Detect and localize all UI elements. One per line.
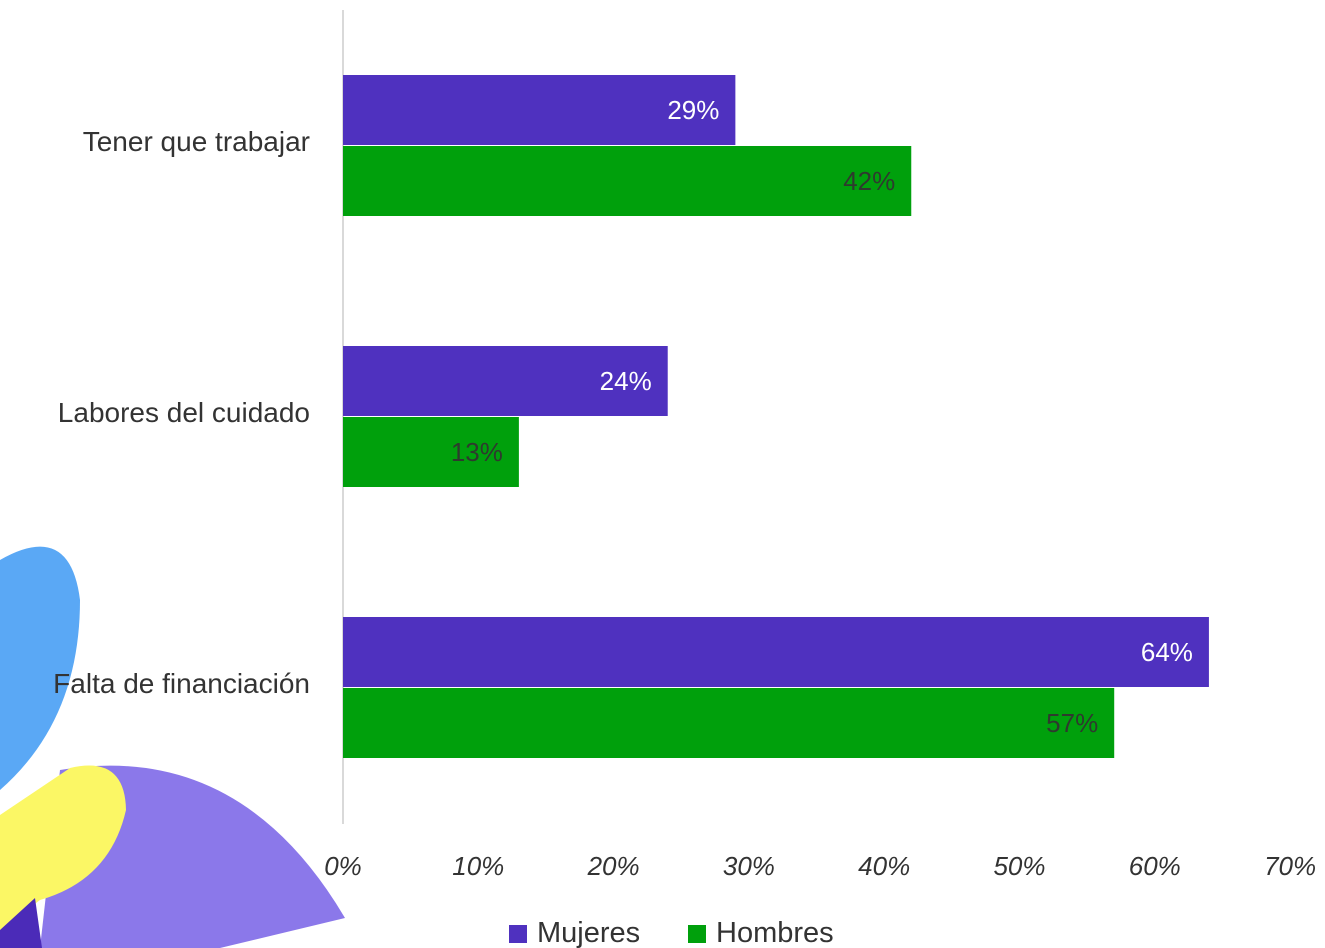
decor-blue-leaf (0, 546, 80, 790)
bar-hombres (343, 417, 519, 487)
x-tick-label: 50% (993, 851, 1045, 881)
x-tick-label: 40% (858, 851, 910, 881)
data-label: 64% (1141, 637, 1193, 667)
decorative-shapes (0, 546, 345, 948)
x-tick-label: 20% (587, 851, 640, 881)
decor-dark-triangle (0, 898, 42, 948)
legend-swatch-mujeres (509, 925, 527, 943)
category-label: Tener que trabajar (83, 126, 310, 157)
legend-swatch-hombres (688, 925, 706, 943)
x-tick-label: 0% (324, 851, 362, 881)
data-label: 29% (667, 95, 719, 125)
data-label: 42% (843, 166, 895, 196)
bar-hombres (343, 688, 1115, 758)
bar-mujeres (343, 75, 736, 145)
x-tick-label: 10% (452, 851, 504, 881)
category-label: Labores del cuidado (58, 397, 310, 428)
legend-label-hombres: Hombres (716, 917, 834, 948)
bar-mujeres (343, 346, 668, 416)
bar-hombres (343, 146, 912, 216)
x-tick-label: 70% (1264, 851, 1316, 881)
category-label: Falta de financiación (53, 668, 310, 699)
decor-yellow-shape (0, 765, 126, 930)
x-tick-label: 60% (1129, 851, 1181, 881)
data-label: 57% (1046, 708, 1098, 738)
bars-group: 29% 24% 64% 42% 13% 57% (343, 75, 1209, 758)
x-tick-label: 30% (723, 851, 775, 881)
data-label: 13% (451, 437, 503, 467)
legend-label-mujeres: Mujeres (537, 917, 640, 948)
legend: Mujeres Hombres (509, 917, 834, 948)
x-tick-labels: 0% 10% 20% 30% 40% 50% 60% 70% (324, 851, 1316, 881)
bar-mujeres (343, 617, 1209, 687)
data-label: 24% (600, 366, 652, 396)
